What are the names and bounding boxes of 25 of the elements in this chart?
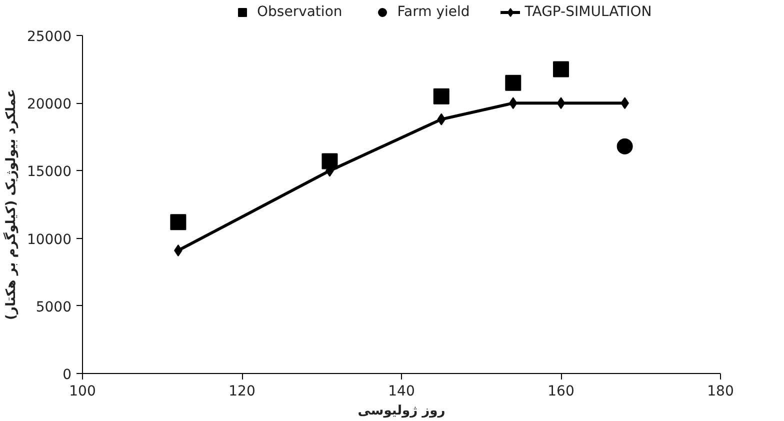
x-tick-label: 180: [707, 384, 734, 400]
legend-label: Farm yield: [397, 4, 470, 20]
point: [505, 74, 522, 91]
point: [170, 214, 186, 230]
y-tick-label: 0: [62, 367, 72, 383]
point: [437, 113, 446, 126]
legend-label: TAGP-SIMULATION: [524, 4, 652, 20]
y-tick-label: 25000: [26, 29, 72, 45]
y-axis-title: عملکرد بیولوژیک (کیلوگرم بر هکتار): [2, 89, 19, 320]
point: [556, 97, 566, 110]
y-tick-label: 5000: [36, 299, 72, 316]
point: [433, 88, 450, 104]
x-axis-title: روز ژولیوسی: [358, 404, 446, 418]
point: [322, 153, 338, 170]
x-tick-label: 120: [228, 384, 256, 400]
y-tick-label: 15000: [26, 164, 72, 180]
point: [616, 138, 633, 154]
x-tick-label: 160: [548, 384, 574, 400]
x-tick-label: 140: [388, 384, 415, 400]
point: [508, 97, 518, 110]
point: [553, 61, 569, 78]
y-tick-label: 10000: [26, 232, 72, 248]
y-tick-label: 20000: [26, 96, 72, 113]
x-tick-label: 100: [69, 384, 96, 400]
legend-label: Observation: [257, 4, 342, 20]
